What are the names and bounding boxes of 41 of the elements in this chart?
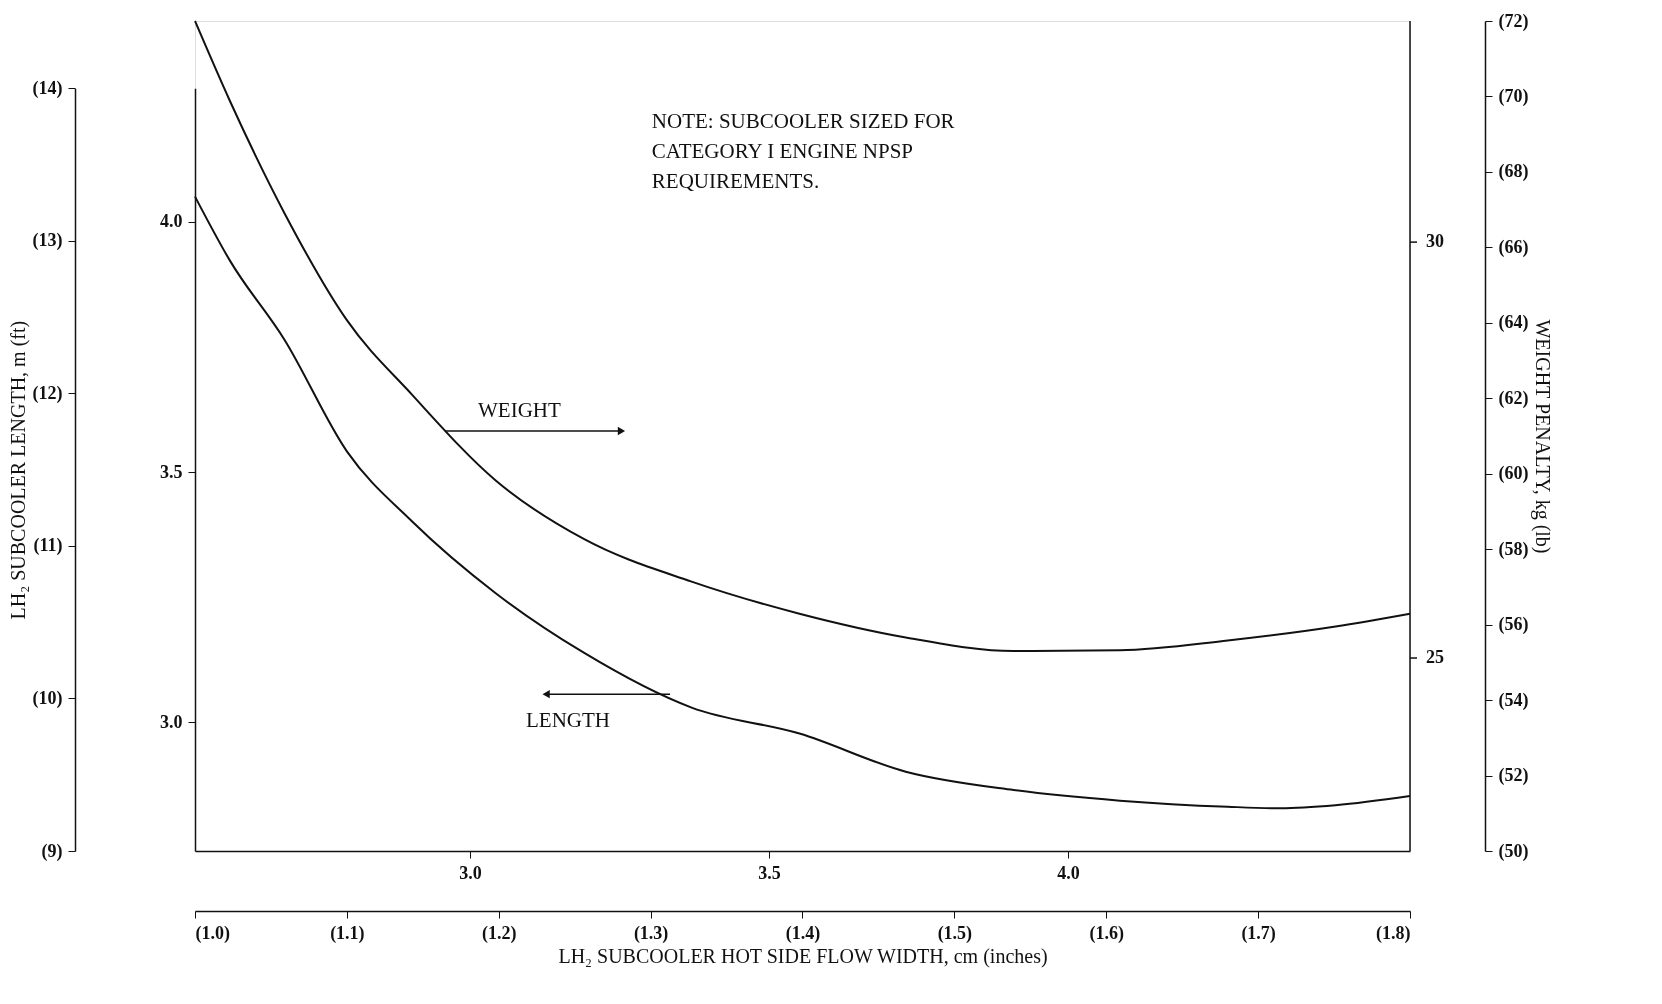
annotation: LENGTH [526, 707, 610, 732]
text: 30 [1426, 231, 1444, 252]
x-tick-label: (1.0) [195, 922, 230, 944]
y2-tick-label: (56) [1498, 614, 1529, 636]
text: 25 [1426, 647, 1444, 668]
y2-tick-label: (72) [1498, 10, 1529, 32]
x2-tick-label: 3.0 [459, 862, 482, 883]
y-tick-label: (10) [32, 687, 63, 709]
y2-tick-label: (68) [1498, 161, 1529, 183]
y-tick-label: (12) [32, 382, 63, 404]
y-axis-title: LH₂ SUBCOOLER LENGTH, m (ft) [6, 320, 30, 620]
y2-tick-label: (70) [1498, 85, 1529, 107]
y2-tick-label: (54) [1498, 689, 1529, 711]
x-tick-label: (1.5) [937, 922, 973, 944]
annotation: WEIGHT [478, 398, 561, 423]
x-axis-title: LH₂ SUBCOOLER HOT SIDE FLOW WIDTH, cm (inches) [558, 944, 1048, 968]
x-tick-label: (1.7) [1241, 922, 1276, 944]
x-tick-label: (1.3) [633, 922, 669, 944]
y2-tick-label: (52) [1498, 765, 1529, 787]
x2-tick-label: 3.5 [758, 862, 781, 883]
y3-tick-label: 3.5 [160, 461, 183, 482]
y2-tick-label: (62) [1498, 387, 1529, 409]
x2-tick-label: 4.0 [1057, 862, 1080, 883]
y2-tick-label: (64) [1498, 312, 1529, 334]
x-tick-label: (1.6) [1089, 922, 1124, 944]
annotation: NOTE: SUBCOOLER SIZED FOR CATEGORY I ENGINE NPSP REQUIREMENTS. [651, 109, 955, 194]
y2-tick-label: (58) [1498, 538, 1529, 560]
y2-tick-label: (50) [1498, 840, 1529, 862]
y2-tick-label: (60) [1498, 463, 1529, 485]
x-tick-label: (1.8) [1376, 922, 1411, 944]
x-tick-label: (1.4) [785, 922, 821, 944]
y-tick-label: (9) [41, 840, 63, 862]
x-tick-label: (1.2) [482, 922, 517, 944]
x-tick-label: (1.1) [330, 922, 365, 944]
y-tick-label: (13) [32, 230, 63, 252]
y2-axis-title: WEIGHT PENALTY, kg (lb) [1531, 319, 1555, 554]
y-tick-label: (14) [32, 77, 63, 99]
y-tick-label: (11) [33, 535, 63, 557]
y3-tick-label: 3.0 [160, 711, 183, 732]
y2-tick-label: (66) [1498, 236, 1529, 258]
y3-tick-label: 4.0 [160, 211, 183, 232]
